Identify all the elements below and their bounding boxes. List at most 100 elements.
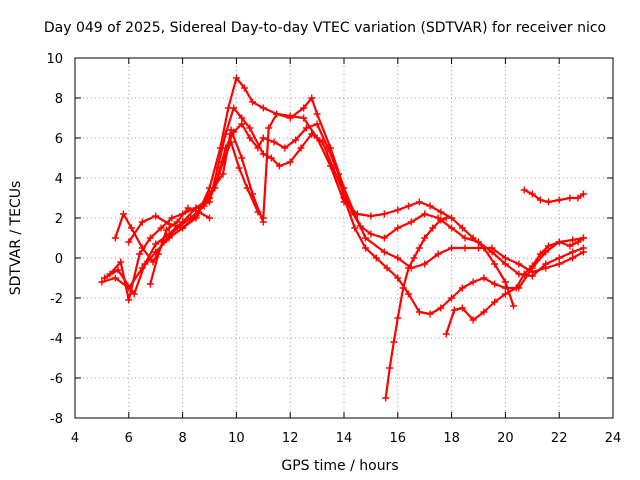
markers-track-5 — [125, 126, 267, 246]
data-point-marker — [119, 210, 127, 218]
data-point-marker — [421, 234, 429, 242]
data-point-marker — [165, 220, 173, 228]
data-point-marker — [300, 104, 308, 112]
data-point-marker — [238, 120, 246, 128]
data-point-marker — [254, 144, 262, 152]
data-point-marker — [136, 250, 144, 258]
x-tick-label: 8 — [178, 431, 186, 446]
data-point-marker — [238, 154, 246, 162]
data-point-marker — [405, 202, 413, 210]
data-point-marker — [127, 224, 135, 232]
data-point-marker — [162, 226, 170, 234]
data-point-marker — [579, 244, 587, 252]
data-point-marker — [555, 238, 563, 246]
data-point-marker — [536, 196, 544, 204]
x-tick-label: 14 — [336, 431, 353, 446]
data-point-marker — [125, 296, 133, 304]
y-tick-label: 2 — [55, 212, 63, 227]
data-point-marker — [410, 254, 418, 262]
data-point-marker — [579, 234, 587, 242]
data-point-marker — [372, 254, 380, 262]
data-point-marker — [448, 294, 456, 302]
data-point-marker — [184, 204, 192, 212]
chart-title: Day 049 of 2025, Sidereal Day-to-day VTE… — [44, 20, 606, 36]
data-point-marker — [555, 196, 563, 204]
data-point-marker — [380, 234, 388, 242]
data-point-marker — [437, 208, 445, 216]
data-point-marker — [327, 162, 335, 170]
data-point-marker — [415, 198, 423, 206]
markers-track-8 — [442, 234, 587, 338]
data-point-marker — [259, 134, 267, 142]
data-point-marker — [281, 144, 289, 152]
data-point-marker — [574, 238, 582, 246]
series-track-4 — [114, 112, 515, 308]
series-track-6 — [149, 206, 211, 286]
data-point-marker — [542, 260, 550, 268]
x-tick-label: 12 — [282, 431, 299, 446]
data-point-marker — [367, 212, 375, 220]
data-point-marker — [259, 150, 267, 158]
data-point-marker — [501, 290, 509, 298]
data-point-marker — [574, 194, 582, 202]
data-point-marker — [515, 260, 523, 268]
data-point-marker — [407, 218, 415, 226]
data-point-marker — [491, 298, 499, 306]
data-point-marker — [458, 304, 466, 312]
data-point-marker — [138, 218, 146, 226]
y-tick-label: 6 — [55, 132, 63, 147]
data-point-marker — [390, 338, 398, 346]
x-tick-label: 4 — [71, 431, 79, 446]
markers-track-9 — [520, 186, 587, 206]
data-point-marker — [300, 114, 308, 122]
markers-track-4 — [111, 110, 517, 310]
data-point-marker — [267, 154, 275, 162]
data-point-marker — [240, 84, 248, 92]
data-point-marker — [386, 364, 394, 372]
data-point-marker — [415, 308, 423, 316]
x-axis-label: GPS time / hours — [281, 458, 398, 474]
data-point-marker — [219, 170, 227, 178]
data-point-marker — [351, 224, 359, 232]
y-tick-label: -6 — [50, 372, 63, 387]
data-point-marker — [362, 234, 370, 242]
series-layer — [98, 74, 587, 402]
data-point-marker — [173, 218, 181, 226]
data-point-marker — [394, 254, 402, 262]
data-point-marker — [480, 274, 488, 282]
data-point-marker — [421, 260, 429, 268]
data-point-marker — [206, 214, 213, 222]
data-point-marker — [313, 110, 321, 118]
x-tick-label: 20 — [497, 431, 514, 446]
data-point-marker — [426, 202, 434, 210]
data-point-marker — [536, 250, 544, 258]
data-point-marker — [448, 224, 456, 232]
x-tick-label: 22 — [551, 431, 568, 446]
data-point-marker — [501, 260, 509, 268]
grid — [75, 58, 613, 418]
x-tick-label: 10 — [228, 431, 245, 446]
data-point-marker — [512, 284, 520, 292]
data-point-marker — [380, 248, 388, 256]
data-point-marker — [528, 272, 536, 280]
x-tick-label: 6 — [125, 431, 133, 446]
markers-track-6 — [146, 204, 213, 288]
data-point-marker — [308, 94, 316, 102]
markers-track-7 — [382, 214, 450, 402]
data-point-marker — [544, 242, 552, 250]
data-point-marker — [383, 264, 391, 272]
data-point-marker — [469, 234, 477, 242]
data-point-marker — [469, 316, 477, 324]
data-point-marker — [353, 210, 361, 218]
x-tick-label: 24 — [605, 431, 622, 446]
data-point-marker — [168, 214, 176, 222]
data-point-marker — [555, 260, 563, 268]
series-track-7 — [384, 216, 448, 400]
data-point-marker — [101, 274, 109, 282]
data-point-marker — [286, 112, 294, 120]
data-point-marker — [442, 214, 450, 222]
data-point-marker — [569, 236, 577, 244]
data-point-marker — [230, 104, 238, 112]
data-point-marker — [528, 262, 536, 270]
